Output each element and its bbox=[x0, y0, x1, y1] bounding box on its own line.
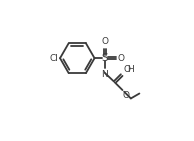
Text: O: O bbox=[123, 65, 130, 74]
Text: S: S bbox=[101, 53, 108, 63]
Text: O: O bbox=[101, 37, 108, 46]
Text: O: O bbox=[123, 91, 130, 100]
Text: O: O bbox=[118, 54, 125, 63]
Text: Cl: Cl bbox=[50, 54, 59, 63]
Text: H: H bbox=[127, 65, 134, 74]
Text: N: N bbox=[101, 70, 108, 79]
